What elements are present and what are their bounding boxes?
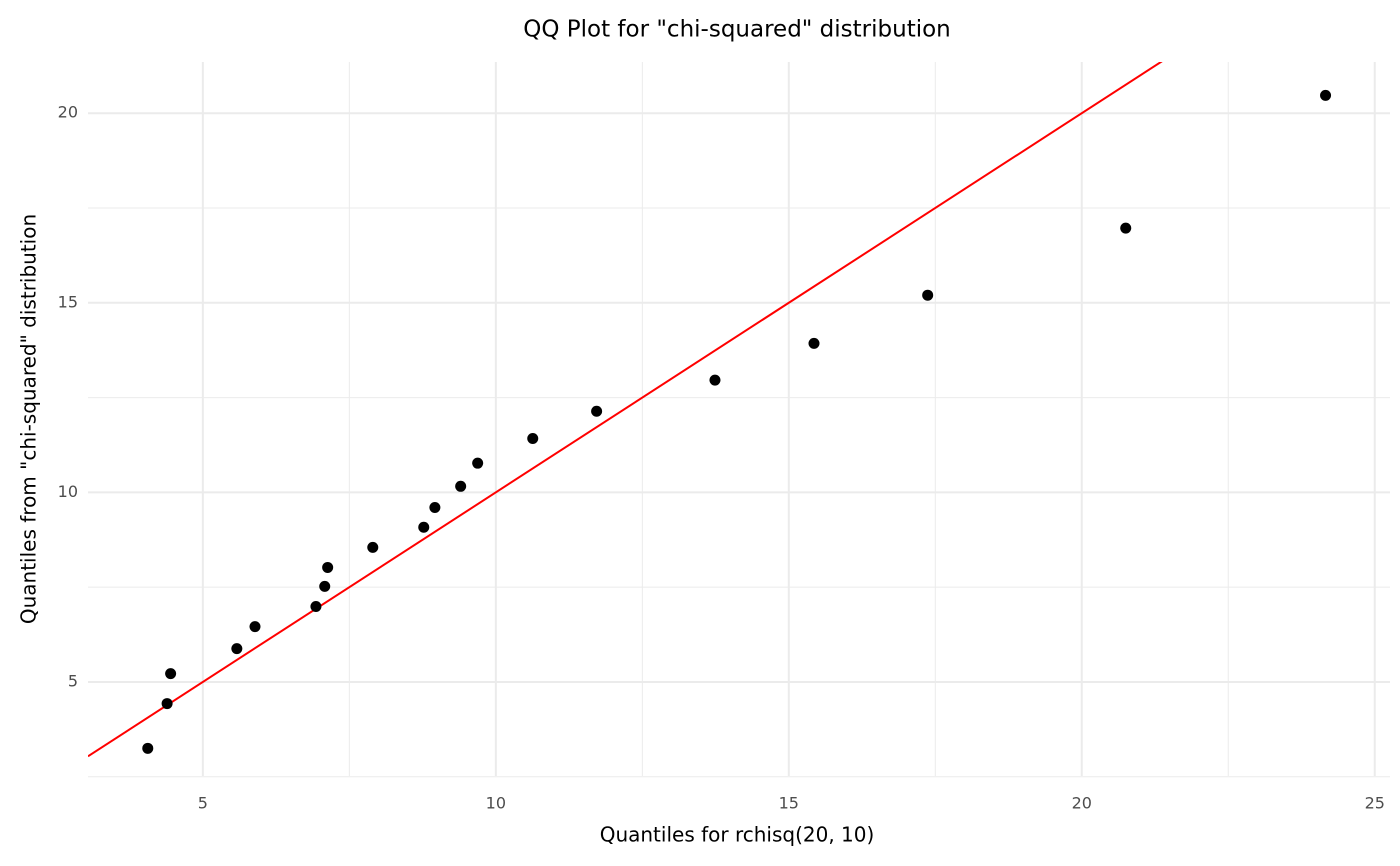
point — [922, 289, 934, 301]
point — [249, 621, 261, 633]
point — [1120, 222, 1132, 234]
x-tick-label: 20 — [1072, 794, 1092, 813]
plot-panel — [88, 62, 1332, 758]
point — [319, 580, 331, 592]
reference-line — [88, 62, 1163, 758]
point — [429, 502, 441, 514]
y-tick-label: 10 — [58, 482, 78, 501]
chart-title: QQ Plot for "chi-squared" distribution — [523, 17, 951, 43]
point — [161, 698, 173, 710]
y-tick-label: 5 — [68, 671, 78, 690]
x-tick-label: 15 — [779, 794, 799, 813]
point — [527, 433, 539, 445]
x-tick-label: 5 — [198, 794, 208, 813]
point — [367, 541, 379, 553]
x-tick-label: 10 — [486, 794, 506, 813]
x-axis-label: Quantiles for rchisq(20, 10) — [600, 823, 875, 847]
point — [418, 521, 430, 533]
point — [165, 668, 177, 680]
point — [310, 601, 322, 613]
point — [808, 337, 820, 349]
point — [591, 405, 603, 417]
point — [472, 457, 484, 469]
point — [142, 742, 154, 754]
y-tick-label: 20 — [58, 103, 78, 122]
point — [1320, 89, 1332, 101]
point — [322, 561, 334, 573]
point — [709, 374, 721, 386]
y-axis-label: Quantiles from "chi-squared" distributio… — [17, 214, 41, 624]
point — [231, 643, 243, 655]
y-tick-label: 15 — [58, 292, 78, 311]
point — [455, 480, 467, 492]
x-tick-label: 25 — [1365, 794, 1385, 813]
